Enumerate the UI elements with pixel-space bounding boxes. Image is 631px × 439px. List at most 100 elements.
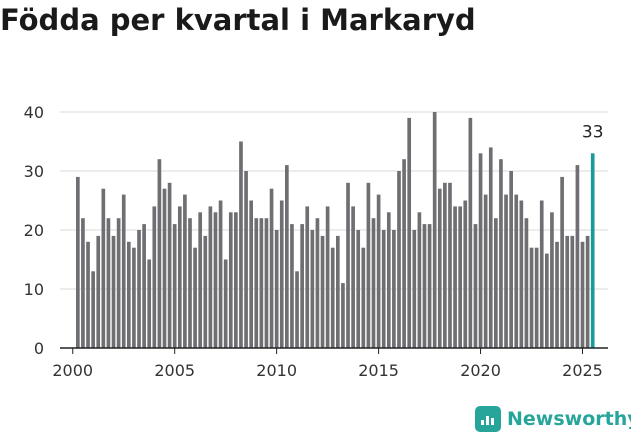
bar[interactable]	[81, 218, 85, 348]
bar[interactable]	[386, 212, 391, 348]
bar[interactable]	[285, 165, 289, 348]
bar[interactable]	[376, 194, 381, 348]
bar[interactable]	[555, 241, 559, 348]
bar[interactable]	[116, 218, 121, 348]
bar[interactable]	[305, 206, 310, 348]
bar[interactable]	[91, 271, 95, 348]
bar[interactable]	[519, 200, 524, 349]
bar[interactable]	[412, 230, 417, 348]
bar[interactable]	[356, 230, 361, 348]
bar[interactable]	[407, 117, 412, 349]
bar[interactable]	[422, 224, 427, 348]
bar[interactable]	[172, 224, 177, 348]
bar[interactable]	[570, 235, 575, 348]
bar[interactable]	[203, 235, 208, 348]
bar[interactable]	[453, 206, 457, 348]
bar[interactable]	[585, 235, 590, 348]
bar[interactable]	[488, 147, 493, 348]
bar[interactable]	[427, 224, 432, 348]
bar[interactable]	[300, 224, 304, 348]
bar[interactable]	[524, 218, 529, 348]
bar[interactable]	[483, 194, 488, 348]
bar[interactable]	[448, 182, 452, 348]
bar[interactable]	[198, 212, 203, 348]
bar[interactable]	[402, 159, 406, 348]
bar[interactable]	[565, 235, 570, 348]
bar[interactable]	[468, 117, 473, 349]
bar[interactable]	[208, 206, 213, 348]
bar[interactable]	[264, 218, 269, 348]
bar[interactable]	[392, 230, 396, 348]
bar[interactable]	[499, 159, 503, 348]
bar[interactable]	[529, 247, 534, 348]
bar[interactable]	[361, 247, 366, 348]
bar[interactable]	[254, 218, 259, 348]
bar[interactable]	[193, 247, 197, 348]
bar[interactable]	[213, 212, 218, 348]
bar[interactable]	[234, 212, 238, 348]
bar[interactable]	[121, 194, 126, 348]
bar[interactable]	[397, 171, 401, 348]
bar[interactable]	[504, 194, 508, 348]
bar[interactable]	[320, 235, 325, 348]
bar[interactable]	[249, 200, 253, 349]
bar[interactable]	[223, 259, 228, 349]
bar[interactable]	[132, 247, 136, 348]
bar[interactable]	[381, 230, 386, 348]
bar[interactable]	[106, 218, 111, 348]
newsworthy-logo[interactable]: Newsworthy	[475, 406, 631, 432]
bar[interactable]	[330, 247, 335, 348]
bar[interactable]	[269, 188, 274, 348]
bar[interactable]	[188, 218, 192, 348]
bar-highlight[interactable]	[590, 153, 595, 348]
bar[interactable]	[310, 230, 315, 348]
bar[interactable]	[111, 235, 116, 348]
bar[interactable]	[341, 283, 345, 348]
bar[interactable]	[274, 230, 279, 348]
bar[interactable]	[76, 176, 80, 348]
bar[interactable]	[244, 171, 248, 348]
bar[interactable]	[544, 253, 549, 348]
bar[interactable]	[458, 206, 462, 348]
bar[interactable]	[86, 241, 90, 348]
bar[interactable]	[126, 241, 131, 348]
bar[interactable]	[509, 171, 513, 348]
bar[interactable]	[218, 200, 223, 349]
bar[interactable]	[366, 182, 371, 348]
bar[interactable]	[101, 188, 106, 348]
bar[interactable]	[514, 194, 519, 348]
bar[interactable]	[417, 212, 422, 348]
bar[interactable]	[147, 259, 152, 349]
bar[interactable]	[259, 218, 264, 348]
bar[interactable]	[239, 141, 243, 349]
bar[interactable]	[177, 206, 182, 348]
bar[interactable]	[539, 200, 544, 349]
bar[interactable]	[96, 235, 101, 348]
bar[interactable]	[346, 182, 350, 348]
bar[interactable]	[279, 200, 284, 349]
bar[interactable]	[167, 182, 172, 348]
bar[interactable]	[534, 247, 539, 348]
bar[interactable]	[162, 188, 167, 348]
bar[interactable]	[325, 206, 330, 348]
bar[interactable]	[290, 224, 294, 348]
bar[interactable]	[142, 224, 146, 348]
bar[interactable]	[575, 165, 580, 348]
bar[interactable]	[315, 218, 320, 348]
bar[interactable]	[494, 218, 498, 348]
bar[interactable]	[295, 271, 299, 348]
bar[interactable]	[183, 194, 187, 348]
bar[interactable]	[560, 176, 564, 348]
bar[interactable]	[157, 159, 162, 348]
bar[interactable]	[580, 241, 585, 348]
bar[interactable]	[463, 200, 468, 349]
bar[interactable]	[443, 182, 447, 348]
bar[interactable]	[228, 212, 233, 348]
bar[interactable]	[371, 218, 376, 348]
bar[interactable]	[437, 188, 442, 348]
bar[interactable]	[152, 206, 157, 348]
bar[interactable]	[478, 153, 483, 348]
bar[interactable]	[335, 235, 340, 348]
bar[interactable]	[351, 206, 355, 348]
bar[interactable]	[432, 112, 437, 348]
